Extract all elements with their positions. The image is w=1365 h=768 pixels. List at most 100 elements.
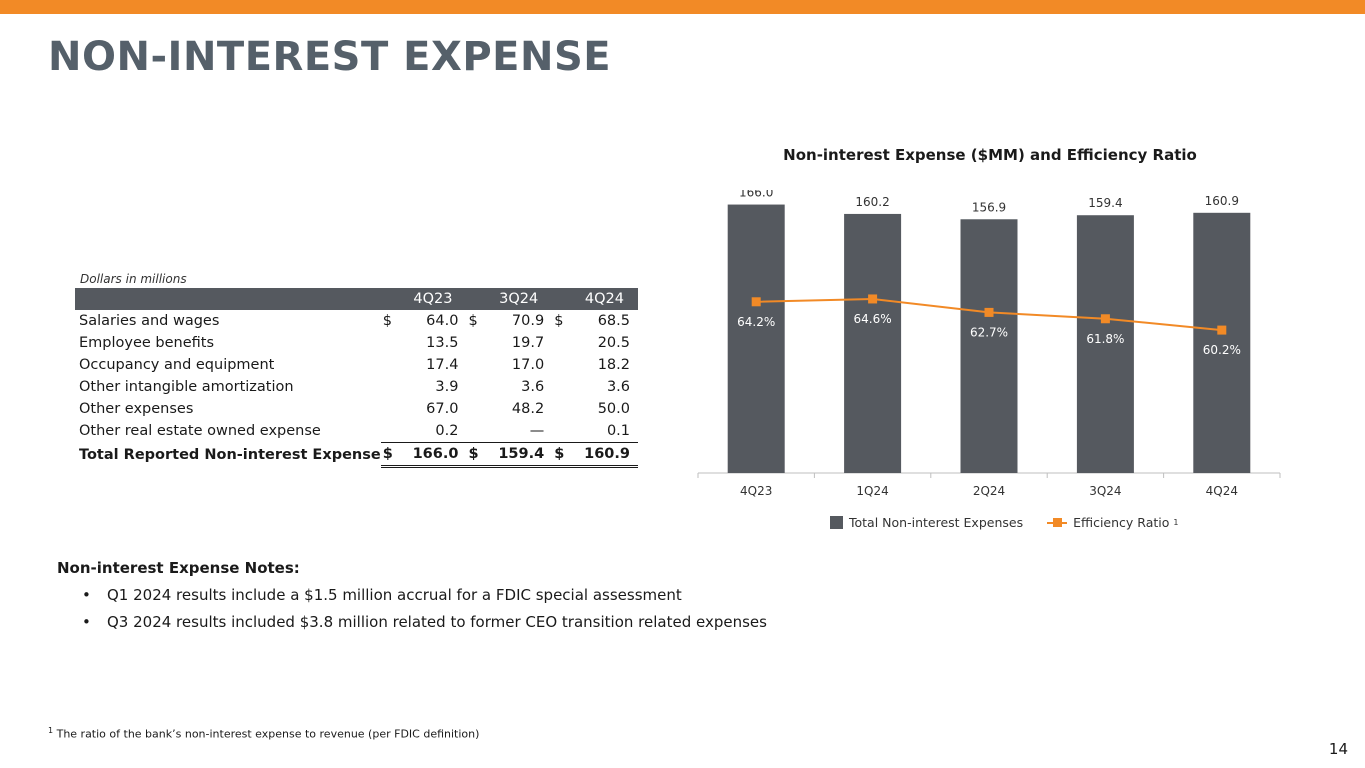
currency-symbol: $ — [552, 442, 569, 468]
cell-value: 17.4 — [426, 357, 459, 373]
cell-value: 19.7 — [511, 335, 545, 351]
row-label: Salaries and wages — [79, 313, 220, 329]
cell-value: 13.5 — [426, 335, 459, 351]
cell-value: 3.9 — [435, 379, 459, 395]
currency-symbol — [552, 332, 568, 354]
currency-symbol — [466, 376, 482, 398]
table-row: Occupancy and equipment 17.4 17.0 18.2 — [75, 354, 638, 376]
row-label: Occupancy and equipment — [79, 357, 275, 373]
chart-legend: Total Non-interest Expenses Efficiency R… — [830, 515, 1178, 530]
currency-symbol — [466, 332, 482, 354]
table-row: Other real estate owned expense 0.2 — 0.1 — [75, 420, 638, 443]
currency-symbol: $ — [554, 313, 564, 329]
efficiency-point — [984, 307, 994, 317]
cell-value: 20.5 — [597, 335, 630, 351]
column-header: 4Q23 — [380, 288, 467, 310]
x-tick-label: 3Q24 — [1089, 484, 1121, 498]
row-label: Other expenses — [79, 401, 194, 417]
cell-value: 18.2 — [597, 357, 630, 373]
table-row: Salaries and wages $64.0 $70.9 $68.5 — [75, 310, 638, 332]
top-accent-bar — [0, 0, 1365, 14]
cell-value: 50.0 — [597, 401, 630, 417]
legend-footnote-marker: 1 — [1173, 518, 1179, 527]
bar-value-label: 159.4 — [1088, 196, 1122, 210]
units-note: Dollars in millions — [80, 272, 187, 286]
cell-value: 3.6 — [606, 379, 630, 395]
row-label: Other intangible amortization — [79, 379, 294, 395]
bar — [1076, 215, 1134, 474]
cell-value: 48.2 — [511, 401, 545, 417]
efficiency-point — [868, 294, 878, 304]
notes-title: Non-interest Expense Notes: — [57, 559, 300, 577]
row-label: Other real estate owned expense — [79, 423, 321, 440]
table-row: Employee benefits 13.5 19.7 20.5 — [75, 332, 638, 354]
efficiency-label: 62.7% — [970, 325, 1008, 339]
x-tick-label: 1Q24 — [856, 484, 888, 498]
bar-value-label: 160.9 — [1205, 194, 1239, 208]
cell-value: 159.4 — [482, 442, 553, 468]
currency-symbol — [552, 398, 568, 420]
currency-symbol — [381, 376, 397, 398]
cell-value: 0.1 — [568, 420, 638, 443]
efficiency-label: 61.8% — [1086, 332, 1124, 346]
efficiency-point — [751, 297, 761, 307]
currency-symbol — [380, 420, 397, 443]
cell-value: 67.0 — [426, 401, 459, 417]
currency-symbol — [381, 332, 397, 354]
currency-symbol: $ — [466, 442, 483, 468]
currency-symbol — [552, 354, 568, 376]
row-label: Total Reported Non-interest Expense — [79, 446, 381, 463]
notes-list: Q1 2024 results include a $1.5 million a… — [82, 586, 767, 640]
expense-table: 4Q23 3Q24 4Q24 Salaries and wages $64.0 $7… — [75, 288, 638, 468]
currency-symbol — [552, 420, 569, 443]
cell-value: 64.0 — [426, 313, 459, 329]
footnote: 1 The ratio of the bank’s non-interest e… — [48, 726, 479, 741]
expense-chart: 166.0 4Q23 160.2 1Q24 156.9 2Q24 159.4 3Q24 160.… — [697, 190, 1281, 498]
table-row: Other expenses 67.0 48.2 50.0 — [75, 398, 638, 420]
cell-value: 3.6 — [521, 379, 545, 395]
chart-title: Non-interest Expense ($MM) and Efficienc… — [783, 146, 1197, 164]
efficiency-label: 64.6% — [854, 312, 892, 326]
currency-symbol — [552, 376, 568, 398]
cell-value: 160.9 — [568, 442, 638, 468]
row-label: Employee benefits — [79, 335, 215, 351]
note-item: Q3 2024 results included $3.8 million re… — [82, 613, 767, 640]
x-tick-label: 4Q23 — [740, 484, 772, 498]
footnote-marker: 1 — [48, 726, 54, 735]
note-item: Q1 2024 results include a $1.5 million a… — [82, 586, 767, 613]
x-tick-label: 4Q24 — [1206, 484, 1238, 498]
bar — [1193, 212, 1251, 474]
cell-value: — — [482, 420, 553, 443]
legend-line-label: Efficiency Ratio — [1073, 515, 1170, 530]
column-header: 4Q24 — [552, 288, 638, 310]
cell-value: 0.2 — [396, 420, 467, 443]
currency-symbol — [381, 398, 397, 420]
bar — [960, 219, 1018, 473]
column-header: 3Q24 — [466, 288, 553, 310]
bar-value-label: 160.2 — [855, 195, 889, 209]
efficiency-label: 60.2% — [1203, 343, 1241, 357]
efficiency-point — [1100, 314, 1110, 324]
page-number: 14 — [1328, 740, 1348, 758]
currency-symbol: $ — [380, 442, 397, 468]
currency-symbol: $ — [382, 313, 392, 329]
efficiency-point — [1217, 325, 1227, 335]
cell-value: 68.5 — [597, 313, 630, 329]
currency-symbol — [466, 398, 482, 420]
header-blank — [75, 288, 381, 310]
bar-value-label: 156.9 — [972, 200, 1006, 214]
cell-value: 70.9 — [511, 313, 545, 329]
bar — [727, 204, 785, 473]
cell-value: 17.0 — [511, 357, 545, 373]
legend-bar-swatch — [830, 516, 843, 529]
currency-symbol — [381, 354, 397, 376]
total-row: Total Reported Non-interest Expense $166.… — [75, 442, 638, 468]
x-tick-label: 2Q24 — [973, 484, 1005, 498]
efficiency-label: 64.2% — [737, 315, 775, 329]
cell-value: 166.0 — [396, 442, 467, 468]
currency-symbol — [466, 354, 482, 376]
legend-bar-label: Total Non-interest Expenses — [849, 515, 1024, 530]
table-header-row: 4Q23 3Q24 4Q24 — [75, 288, 638, 310]
currency-symbol: $ — [468, 313, 478, 329]
footnote-text: The ratio of the bank’s non-interest exp… — [56, 727, 480, 741]
